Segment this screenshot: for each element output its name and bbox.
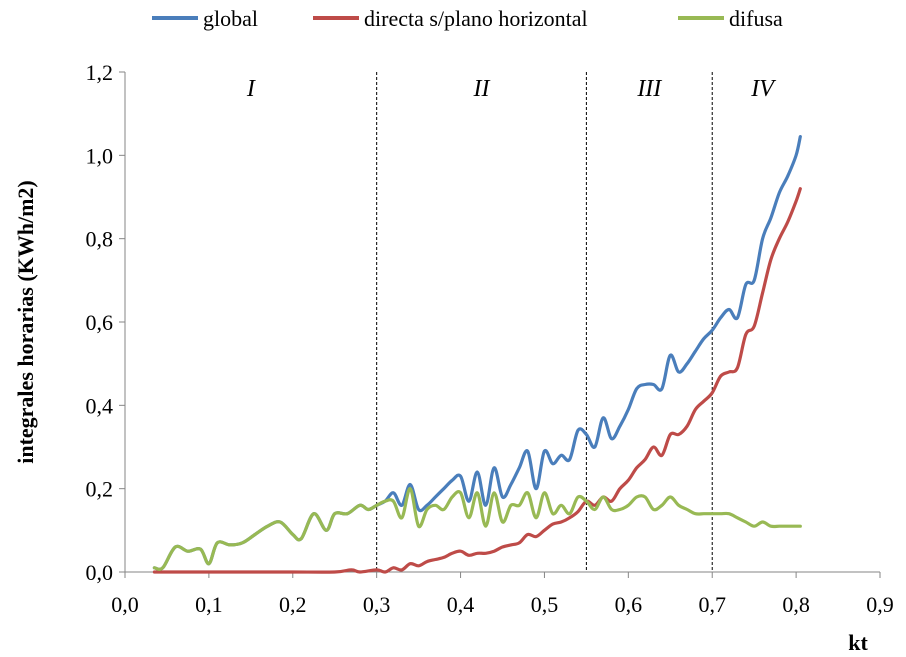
region-label-II: II (473, 76, 491, 102)
x-tick-label: 0,5 (531, 592, 559, 617)
x-tick-label: 0,0 (111, 592, 139, 617)
y-tick-label: 0,0 (86, 560, 114, 585)
y-tick-label: 1,0 (86, 143, 114, 168)
legend-label-global: global (203, 6, 258, 31)
legend-label-directa: directa s/plano horizontal (364, 6, 588, 31)
y-tick-label: 0,4 (86, 393, 114, 418)
series-line-directa (152, 187, 802, 574)
y-axis-title: integrales horarias (KWh/m2) (13, 180, 38, 464)
x-tick-label: 0,7 (698, 592, 726, 617)
x-tick-label: 0,1 (195, 592, 223, 617)
x-tick-label: 0,3 (363, 592, 391, 617)
series-line-global (152, 135, 802, 571)
series-line-difusa (152, 487, 802, 571)
y-tick-label: 0,8 (86, 227, 114, 252)
x-axis-title: kt (848, 630, 868, 655)
y-tick-label: 0,6 (86, 310, 114, 335)
legend: global directa s/plano horizontal difusa (152, 6, 783, 31)
y-tick-label: 0,2 (86, 477, 114, 502)
region-label-I: I (246, 76, 256, 102)
x-tick-label: 0,9 (866, 592, 894, 617)
region-label-IV: IV (750, 76, 776, 102)
x-tick-label: 0,4 (447, 592, 475, 617)
x-tick-label: 0,8 (782, 592, 810, 617)
x-tick-label: 0,6 (615, 592, 643, 617)
x-tick-label: 0,2 (279, 592, 307, 617)
y-axis-title-group: integrales horarias (KWh/m2) (13, 180, 38, 464)
plot-area: 0,0 0,2 0,4 0,6 0,8 1,0 1,2 0,0 0,1 0,2 0,3 0,4 0,5 0… (86, 60, 894, 617)
legend-label-difusa: difusa (729, 6, 783, 31)
region-label-III: III (636, 76, 662, 102)
y-tick-label: 1,2 (86, 60, 114, 85)
